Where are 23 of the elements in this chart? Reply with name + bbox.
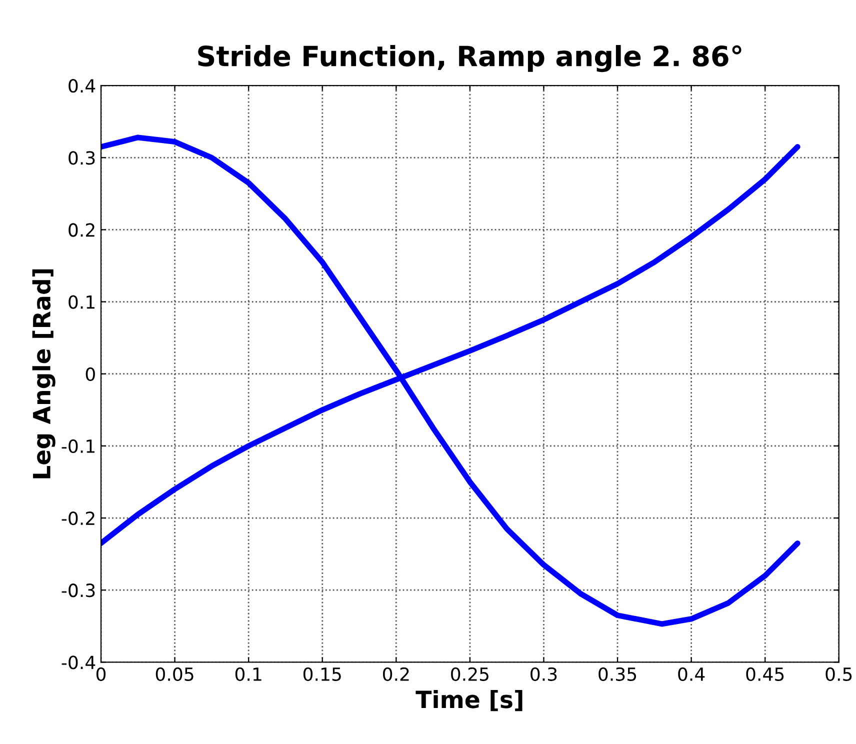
x-tick-label: 0.3 xyxy=(530,667,557,681)
x-tick-label: 0.05 xyxy=(156,667,194,681)
chart-title: Stride Function, Ramp angle 2. 86° xyxy=(198,45,742,72)
x-tick-label: 0.4 xyxy=(678,667,705,681)
y-axis-title: Leg Angle [Rad] xyxy=(32,269,56,478)
y-tick-label: -0.4 xyxy=(62,656,96,670)
x-tick-label: 0.25 xyxy=(451,667,488,681)
y-tick-label: 0.4 xyxy=(68,79,96,93)
y-tick-label: -0.2 xyxy=(62,511,94,526)
y-tick-label: -0.3 xyxy=(62,584,95,598)
x-tick-label: 0.35 xyxy=(598,667,636,681)
x-tick-label: 0.45 xyxy=(746,667,784,681)
y-tick-label: 0.2 xyxy=(68,223,94,237)
x-tick-label: 0.2 xyxy=(382,667,409,681)
y-tick-label: -0.1 xyxy=(62,439,94,454)
x-tick-label: 0.5 xyxy=(826,667,852,681)
y-tick-label: 0 xyxy=(86,367,95,381)
y-tick-label: 0.1 xyxy=(68,295,94,309)
x-tick-label: 0.1 xyxy=(235,667,262,681)
x-tick-label: 0 xyxy=(96,667,106,681)
y-tick-label: 0.3 xyxy=(68,151,95,165)
x-tick-label: 0.15 xyxy=(303,667,341,681)
x-axis-title: Time [s] xyxy=(416,690,522,712)
